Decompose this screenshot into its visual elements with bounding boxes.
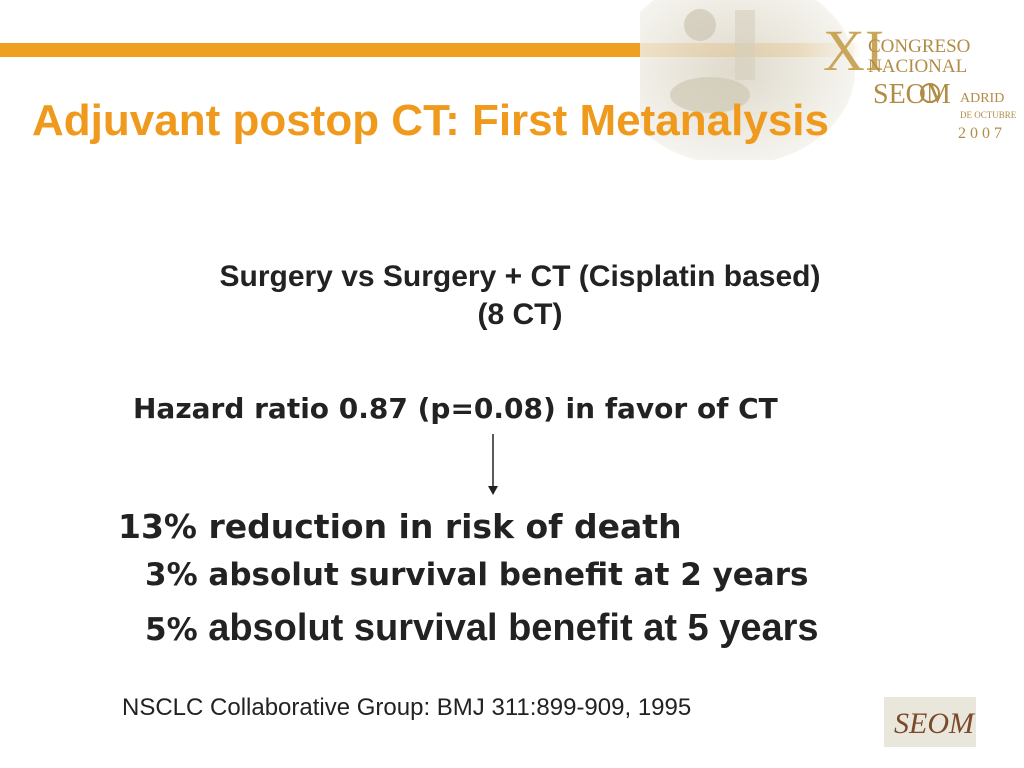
seom-logo-badge: SEOM [884, 697, 976, 747]
logo-line2: NACIONAL [868, 56, 967, 77]
subtitle-line-2: (8 CT) [477, 298, 563, 331]
top-accent-bar [0, 43, 800, 57]
logo-roman-numeral: XI [823, 18, 884, 83]
result-risk-reduction: 13% reduction in risk of death [118, 507, 682, 546]
result-benefit-5-years-pct: 5% [145, 612, 198, 648]
logo-year: 2007 [958, 125, 1006, 142]
logo-line1: CONGRESO [868, 36, 970, 57]
logo-compass-icon [920, 83, 940, 103]
result-benefit-5-years-text: absolut survival benefit at 5 years [197, 607, 819, 649]
seom-logo-icon: SEOM [894, 707, 976, 740]
seom-badge-text: SEOM [894, 707, 976, 740]
study-description: Surgery vs Surgery + CT (Cisplatin based… [120, 258, 920, 334]
logo-date: DE OCTUBRE [960, 110, 1017, 120]
hazard-ratio-text: Hazard ratio 0.87 (p=0.08) in favor of C… [133, 392, 778, 425]
result-benefit-5-years: 5% absolut survival benefit at 5 years [145, 605, 819, 650]
down-arrow-icon [488, 434, 498, 495]
reference-citation: NSCLC Collaborative Group: BMJ 311:899-9… [122, 694, 692, 721]
slide-title: Adjuvant postop CT: First Metanalysis [32, 96, 829, 145]
result-benefit-2-years: 3% absolut survival benefit at 2 years [145, 557, 809, 593]
logo-city: ADRID [960, 91, 1004, 106]
subtitle-line-1: Surgery vs Surgery + CT (Cisplatin based… [219, 260, 821, 293]
congress-logo: XI CONGRESO NACIONAL SEOM ADRID DE OCTUB… [640, 0, 1017, 160]
